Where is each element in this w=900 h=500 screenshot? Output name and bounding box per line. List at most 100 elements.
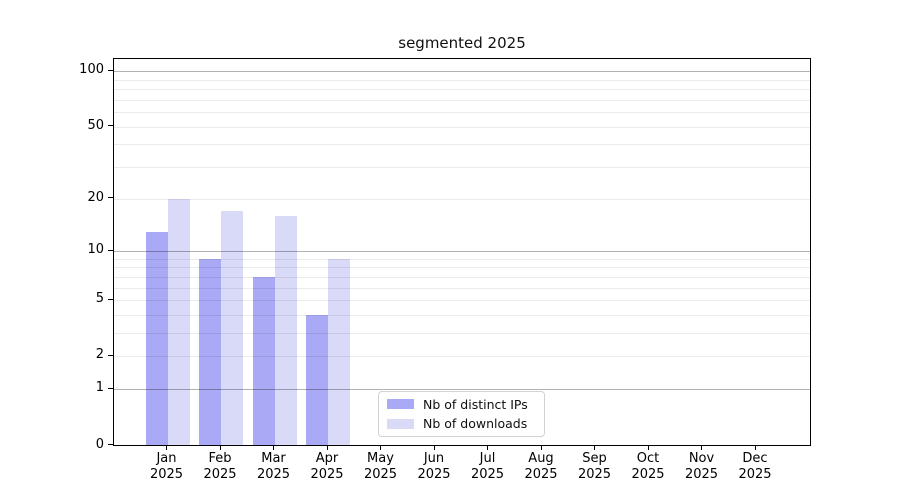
x-tick-month: Sep [582, 450, 607, 466]
x-tick-label: Nov 2025 [675, 451, 729, 483]
y-tick-label: 1 [95, 380, 104, 396]
x-tick-mark [326, 444, 328, 450]
x-tick-year: 2025 [470, 466, 505, 482]
x-tick-year: 2025 [738, 466, 772, 482]
gridline-minor [114, 267, 810, 269]
x-tick-month: Mar [261, 450, 286, 466]
y-tick-mark [108, 354, 113, 356]
gridline-minor [114, 287, 810, 289]
plot-area [113, 58, 811, 446]
gridline-minor [114, 144, 810, 146]
y-tick-mark [108, 298, 113, 300]
legend-swatch [387, 399, 414, 410]
chart-title: segmented 2025 [398, 34, 526, 52]
y-tick-mark [108, 387, 113, 389]
x-tick-mark [540, 444, 542, 450]
gridline-minor [114, 79, 810, 81]
bar-nb-of-downloads-apr [328, 258, 350, 446]
x-tick-mark [701, 444, 702, 450]
legend-label: Nb of downloads [423, 416, 528, 432]
x-tick-mark [380, 444, 381, 450]
gridline-minor [114, 167, 810, 169]
gridline-minor [114, 333, 810, 335]
x-tick-month: Jan [156, 450, 177, 466]
x-tick-mark [166, 444, 167, 450]
x-tick-label: Jan 2025 [140, 451, 194, 483]
x-tick-month: Jul [479, 450, 496, 466]
y-tick-mark [108, 125, 113, 127]
x-tick-month: Aug [528, 450, 554, 466]
x-tick-year: 2025 [203, 466, 237, 482]
gridline-minor [114, 126, 810, 128]
y-tick-mark [108, 69, 113, 71]
x-tick-mark [219, 444, 221, 450]
x-tick-label: Sep 2025 [568, 451, 622, 483]
x-tick-year: 2025 [310, 466, 344, 482]
bar-nb-of-downloads-jan [167, 198, 190, 446]
y-tick-label: 0 [95, 436, 104, 452]
y-tick-label: 50 [87, 117, 104, 133]
x-tick-label: Feb 2025 [193, 451, 247, 483]
gridline-major [114, 71, 810, 73]
x-tick-label: Jun 2025 [407, 451, 461, 483]
y-tick-label: 20 [87, 189, 104, 205]
legend-label: Nb of distinct IPs [423, 396, 528, 412]
bar-nb-of-downloads-mar [274, 215, 297, 446]
x-tick-year: 2025 [524, 466, 558, 482]
gridline-minor [114, 276, 810, 278]
y-tick-mark [108, 444, 113, 445]
x-tick-year: 2025 [684, 466, 719, 482]
grid-layer [114, 59, 810, 445]
bar-nb-of-downloads-feb [221, 211, 243, 446]
x-tick-year: 2025 [363, 466, 398, 482]
x-tick-label: Mar 2025 [247, 451, 301, 483]
x-tick-month: Nov [688, 450, 715, 466]
x-tick-month: Feb [208, 450, 232, 466]
x-tick-month: Apr [315, 450, 339, 466]
x-tick-mark [754, 444, 756, 450]
legend-row: Nb of distinct IPs [387, 396, 536, 413]
legend: Nb of distinct IPs Nb of downloads [378, 391, 545, 437]
x-tick-month: Oct [636, 450, 660, 466]
y-tick-label: 100 [79, 62, 104, 78]
y-tick-label: 10 [87, 242, 104, 258]
gridline-minor [114, 300, 810, 302]
x-tick-mark [433, 444, 435, 450]
gridline-minor [114, 315, 810, 316]
bar-nb-of-distinct-ips-apr [306, 315, 328, 446]
y-tick-mark [108, 249, 113, 251]
x-tick-label: Apr 2025 [300, 451, 354, 483]
x-tick-label: May 2025 [354, 451, 408, 483]
gridline-major [114, 389, 810, 391]
x-tick-label: Aug 2025 [514, 451, 568, 483]
gridline-minor [114, 258, 810, 260]
bars-layer [114, 59, 810, 446]
x-tick-year: 2025 [256, 466, 291, 482]
x-tick-year: 2025 [577, 466, 612, 482]
x-tick-month: Dec [742, 450, 768, 466]
gridline-minor [114, 89, 810, 91]
x-tick-year: 2025 [631, 466, 665, 482]
x-tick-month: May [367, 450, 394, 466]
x-tick-year: 2025 [417, 466, 451, 482]
bar-nb-of-distinct-ips-feb [199, 258, 221, 446]
bar-nb-of-distinct-ips-mar [252, 276, 275, 446]
x-tick-label: Jul 2025 [461, 451, 515, 483]
x-tick-year: 2025 [149, 466, 184, 482]
x-tick-label: Oct 2025 [621, 451, 675, 483]
x-tick-month: Jun [423, 450, 445, 466]
gridline-minor [114, 356, 810, 358]
x-tick-mark [273, 444, 274, 450]
x-tick-mark [647, 444, 649, 450]
legend-swatch [387, 418, 414, 429]
gridline-minor [114, 112, 810, 114]
legend-row: Nb of downloads [387, 416, 536, 433]
gridline-minor [114, 198, 810, 200]
y-tick-label: 2 [95, 347, 104, 363]
y-tick-mark [108, 197, 113, 199]
bar-nb-of-distinct-ips-jan [145, 231, 168, 446]
x-tick-label: Dec 2025 [728, 451, 782, 483]
gridline-major [114, 251, 810, 253]
gridline-minor [114, 99, 810, 101]
